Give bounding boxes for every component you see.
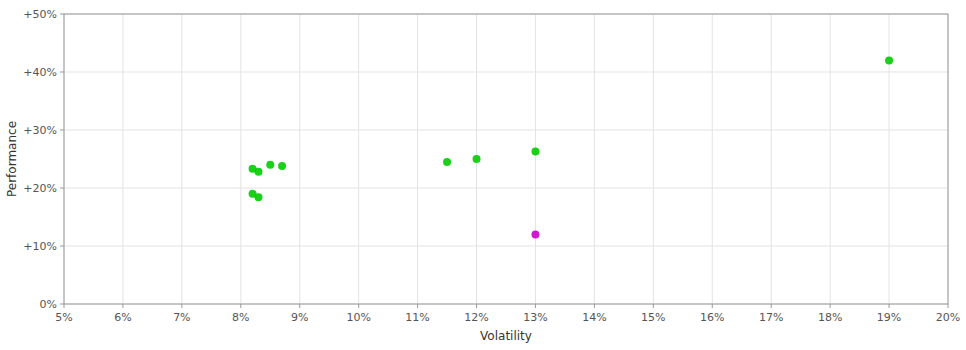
x-tick [594,304,595,308]
series [531,230,539,238]
x-tick [417,304,418,308]
y-tick [60,14,64,15]
y-tick [60,304,64,305]
x-tick-label: 6% [114,311,131,324]
plot-area [64,14,948,304]
x-tick-label: 13% [523,311,547,324]
x-tick-label: 18% [818,311,842,324]
x-tick [948,304,949,308]
y-tick-label: +50% [23,8,57,21]
y-tick-label: +10% [23,240,57,253]
x-tick [240,304,241,308]
x-tick-label: 15% [641,311,665,324]
x-tick-label: 20% [936,311,960,324]
grid [64,14,948,304]
x-tick [830,304,831,308]
x-tick [889,304,890,308]
chart-container: 5% 6% 7% 8% 9% 10% 11% 12% 13% 14% 15% 16% 17% 18% 19%… [0,0,966,350]
x-tick [653,304,654,308]
x-tick-label: 19% [877,311,901,324]
x-tick [712,304,713,308]
y-grid-line [64,188,948,189]
x-tick [299,304,300,308]
point [266,161,274,169]
x-grid-line [358,14,359,304]
x-grid-line [122,14,123,304]
x-tick [358,304,359,308]
x-tick [181,304,182,308]
x-tick-label: 17% [759,311,783,324]
y-tick-label: +20% [23,182,57,195]
point [885,56,893,64]
x-tick-label: 11% [405,311,429,324]
x-grid-line [240,14,241,304]
y-tick-label: +40% [23,66,57,79]
y-tick [60,188,64,189]
x-tick-label: 8% [232,311,249,324]
x-grid-line [712,14,713,304]
x-grid-line [594,14,595,304]
x-grid-line [535,14,536,304]
y-tick [60,72,64,73]
y-grid-line [64,246,948,247]
x-tick-label: 5% [55,311,72,324]
y-axis-label: Performance [5,121,19,197]
x-tick-label: 9% [291,311,308,324]
point [278,162,286,170]
x-tick [771,304,772,308]
x-grid-line [830,14,831,304]
point [473,155,481,163]
x-grid-line [653,14,654,304]
point [254,168,262,176]
points [249,56,893,238]
x-grid-line [299,14,300,304]
y-tick [60,130,64,131]
plot-frame [64,14,948,304]
x-tick-label: 12% [464,311,488,324]
x-tick [535,304,536,308]
series [249,56,893,201]
x-tick [64,304,65,308]
y-grid-line [64,130,948,131]
chart-svg: 5% 6% 7% 8% 9% 10% 11% 12% 13% 14% 15% 16% 17% 18% 19%… [0,0,966,350]
y-grid-line [64,72,948,73]
point [531,147,539,155]
point [531,230,539,238]
y-tick-label: 0% [40,298,57,311]
x-tick-label: 7% [173,311,190,324]
y-tick [60,246,64,247]
point [254,193,262,201]
x-tick [476,304,477,308]
x-grid-line [417,14,418,304]
x-grid-line [181,14,182,304]
x-grid-line [771,14,772,304]
x-tick [122,304,123,308]
x-tick-label: 10% [346,311,370,324]
point [443,158,451,166]
x-tick-label: 14% [582,311,606,324]
y-tick-label: +30% [23,124,57,137]
x-axis-label: Volatility [480,329,532,343]
tick-labels: 5% 6% 7% 8% 9% 10% 11% 12% 13% 14% 15% 16% 17% 18% 19%… [23,8,960,324]
x-tick-label: 16% [700,311,724,324]
